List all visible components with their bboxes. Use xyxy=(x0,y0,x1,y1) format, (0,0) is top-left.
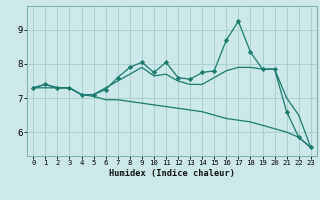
X-axis label: Humidex (Indice chaleur): Humidex (Indice chaleur) xyxy=(109,169,235,178)
